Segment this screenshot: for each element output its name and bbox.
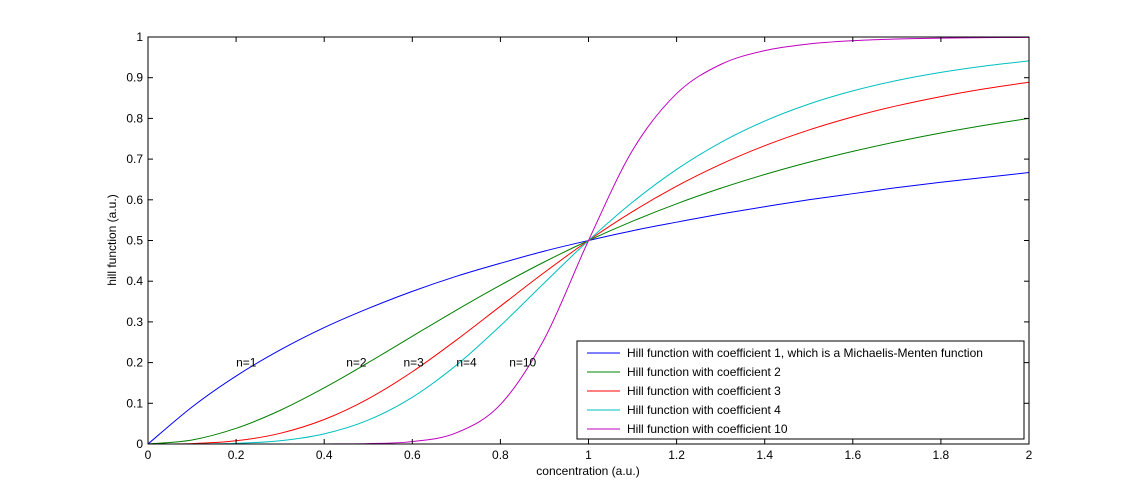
legend-label: Hill function with coefficient 2 bbox=[627, 365, 781, 379]
y-tick-label: 0.3 bbox=[126, 315, 143, 329]
y-tick-label: 0.6 bbox=[126, 193, 143, 207]
legend: Hill function with coefficient 1, which … bbox=[576, 340, 1025, 440]
y-tick-label: 0 bbox=[136, 437, 143, 451]
x-tick-label: 0.2 bbox=[228, 448, 245, 462]
curve-annotation: n=4 bbox=[456, 356, 477, 370]
curve-annotation: n=3 bbox=[403, 356, 424, 370]
x-tick-label: 2 bbox=[1026, 448, 1033, 462]
x-tick-label: 1 bbox=[585, 448, 592, 462]
tick-layer: 0 0.2 0.4 0.6 0.8 1 1.2 1.4 1.6 1.8 2 0 0.1 0.2 0.3 0.4… bbox=[126, 30, 1032, 462]
legend-label: Hill function with coefficient 4 bbox=[627, 403, 781, 417]
y-tick-label: 0.4 bbox=[126, 274, 143, 288]
y-tick-label: 0.7 bbox=[126, 152, 143, 166]
legend-entries: Hill function with coefficient 1, which … bbox=[587, 346, 983, 436]
x-tick-label: 1.8 bbox=[933, 448, 950, 462]
annotation-layer: n=1 n=2 n=3 n=4 n=10 bbox=[236, 356, 536, 370]
x-tick-label: 1.2 bbox=[668, 448, 685, 462]
y-axis-label: hill function (a.u.) bbox=[105, 194, 119, 285]
legend-box bbox=[576, 340, 1025, 440]
x-tick-label: 1.6 bbox=[844, 448, 861, 462]
curve-annotation: n=10 bbox=[509, 356, 536, 370]
y-tick-label: 0.9 bbox=[126, 71, 143, 85]
x-tick-label: 1.4 bbox=[756, 448, 773, 462]
legend-label: Hill function with coefficient 1, which … bbox=[627, 346, 983, 360]
y-tick-label: 0.8 bbox=[126, 111, 143, 125]
y-tick-label: 0.5 bbox=[126, 234, 143, 248]
x-tick-label: 0.6 bbox=[404, 448, 421, 462]
curve-annotation: n=1 bbox=[236, 356, 257, 370]
x-tick-label: 0 bbox=[145, 448, 152, 462]
legend-label: Hill function with coefficient 3 bbox=[627, 384, 781, 398]
curve-annotation: n=2 bbox=[346, 356, 367, 370]
x-axis-label: concentration (a.u.) bbox=[536, 464, 639, 478]
y-tick-label: 0.2 bbox=[126, 356, 143, 370]
series-layer bbox=[147, 36, 1030, 445]
y-tick-label: 1 bbox=[136, 30, 143, 44]
x-tick-label: 0.8 bbox=[492, 448, 509, 462]
legend-label: Hill function with coefficient 10 bbox=[627, 422, 788, 436]
x-tick-label: 0.4 bbox=[316, 448, 333, 462]
y-tick-label: 0.1 bbox=[126, 396, 143, 410]
